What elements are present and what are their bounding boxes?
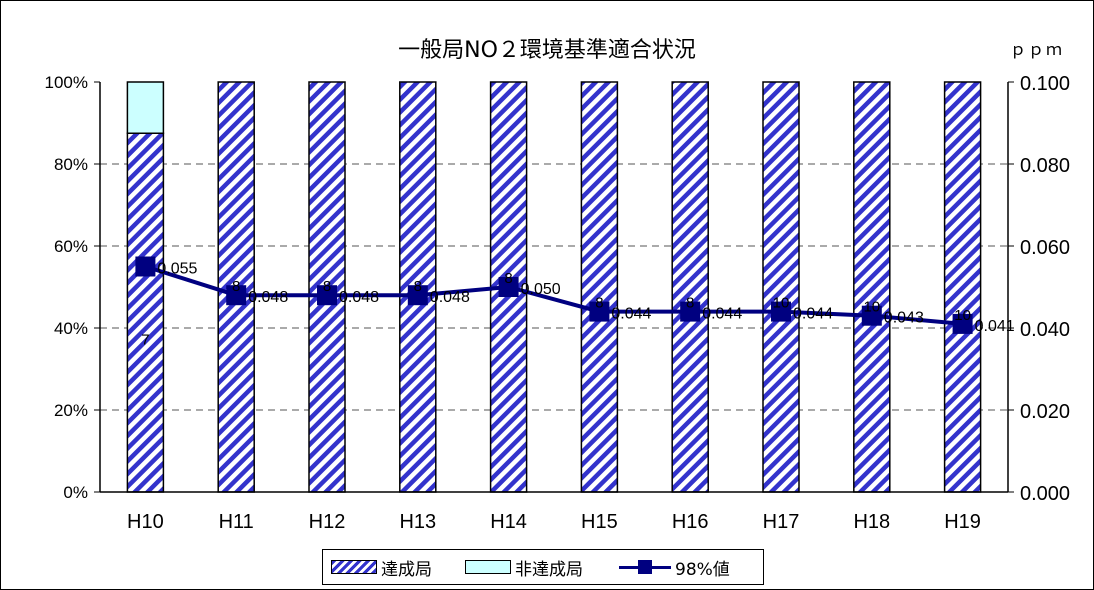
- legend-label-98pct: 98%値: [675, 559, 730, 580]
- y-right-tick-label: 0.040: [1020, 319, 1070, 341]
- legend-item-achieved: 達成局: [331, 550, 432, 584]
- x-tick-label: H11: [219, 511, 254, 533]
- x-tick-label: H19: [944, 511, 981, 533]
- data-label-98pct-H18: 0.043: [884, 310, 924, 327]
- bar-achieved-H16: [671, 81, 709, 493]
- y-left-tick-label: 80%: [54, 155, 88, 174]
- data-label-98pct-H11: 0.048: [248, 289, 288, 306]
- series-line-98pct: [144, 264, 963, 326]
- bar-achieved-H15: [580, 81, 619, 493]
- bar-count-label-H16: 8: [686, 295, 694, 312]
- bar-count-label-H19: 10: [954, 307, 971, 324]
- bar-count-label-H18: 10: [863, 299, 880, 316]
- y-left-tick-label: 100%: [45, 73, 88, 92]
- data-label-98pct-H10: 0.055: [157, 261, 197, 278]
- marker-98pct-H15: [589, 301, 610, 322]
- y-right-tick-label: 0.000: [1020, 483, 1070, 505]
- legend-swatch-achieved: [331, 560, 377, 574]
- bar-count-label-H10: 7: [141, 332, 149, 349]
- bar-count-label-H11: 8: [232, 278, 240, 295]
- x-tick-label: H18: [853, 511, 890, 533]
- bar-count-label-H12: 8: [323, 278, 331, 295]
- bar-count-label-H13: 8: [414, 278, 422, 295]
- data-label-98pct-H17: 0.044: [793, 306, 833, 323]
- marker-98pct-H19: [952, 313, 973, 334]
- right-axis-unit: ｐｐｍ: [1010, 40, 1065, 59]
- data-label-98pct-H16: 0.044: [702, 306, 742, 323]
- x-tick-label: H10: [127, 511, 164, 533]
- marker-98pct-H18: [861, 305, 882, 326]
- bar-count-label-H14: 8: [504, 270, 512, 287]
- y-right-tick-label: 0.020: [1020, 401, 1070, 423]
- legend-label-achieved: 達成局: [381, 559, 432, 580]
- data-label-98pct-H19: 0.041: [975, 318, 1015, 335]
- legend-swatch-not-achieved: [465, 560, 511, 574]
- data-label-98pct-H12: 0.048: [339, 289, 379, 306]
- marker-98pct-H10: [135, 256, 156, 277]
- y-right-tick-label: 0.060: [1020, 237, 1070, 259]
- legend-item-not-achieved: 非達成局: [465, 550, 583, 584]
- bar-not-achieved-H10: [126, 81, 165, 134]
- x-tick-label: H14: [490, 511, 527, 533]
- bar-achieved-H10: [126, 132, 165, 493]
- y-left-tick-label: 0%: [63, 483, 88, 502]
- bar-achieved-H18: [853, 81, 891, 493]
- data-label-98pct-H14: 0.050: [521, 281, 561, 298]
- y-left-tick-label: 20%: [54, 401, 88, 420]
- y-left-tick-label: 60%: [54, 237, 88, 256]
- marker-98pct-H16: [680, 301, 701, 322]
- bar-count-label-H15: 8: [595, 295, 603, 312]
- data-label-98pct-H15: 0.044: [611, 306, 651, 323]
- x-tick-label: H15: [581, 511, 618, 533]
- bar-achieved-H17: [762, 81, 800, 493]
- x-tick-label: H17: [763, 511, 800, 533]
- data-label-98pct-H13: 0.048: [430, 289, 470, 306]
- y-right-tick-label: 0.080: [1020, 155, 1070, 177]
- legend: 達成局 非達成局 98%値: [322, 549, 764, 585]
- x-tick-label: H16: [672, 511, 709, 533]
- marker-98pct-H17: [771, 301, 791, 322]
- bar-count-label-H17: 10: [773, 295, 790, 312]
- chart-title: 一般局NO２環境基準適合状況: [398, 38, 696, 63]
- y-left-tick-label: 40%: [54, 319, 88, 338]
- marker-98pct-H12: [317, 285, 337, 306]
- legend-item-98pct: 98%値: [619, 550, 730, 584]
- x-tick-label: H12: [309, 511, 346, 533]
- legend-swatch-98pct: [619, 560, 671, 574]
- y-right-tick-label: 0.100: [1020, 73, 1070, 95]
- marker-98pct-H11: [226, 285, 247, 306]
- legend-label-not-achieved: 非達成局: [515, 559, 583, 580]
- x-tick-label: H13: [399, 511, 436, 533]
- bar-achieved-H19: [943, 81, 982, 493]
- marker-98pct-H13: [407, 285, 428, 306]
- marker-98pct-H14: [498, 277, 519, 297]
